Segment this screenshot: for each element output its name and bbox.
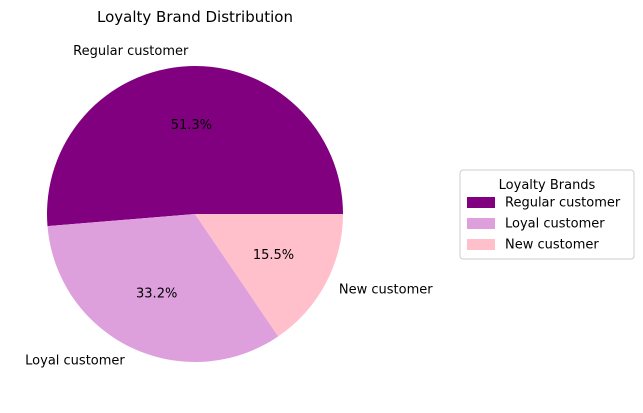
chart-title: Loyalty Brand Distribution — [97, 8, 293, 26]
legend-label-loyal-customer: Loyal customer — [505, 217, 605, 232]
slice-label-loyal-customer: Loyal customer — [25, 353, 125, 368]
pie-slice-loyal-customer — [47, 214, 279, 363]
pie-labels: Regular customer 51.3% Loyal customer 33.2%… — [25, 44, 433, 369]
pie-slices — [47, 66, 344, 363]
legend-items: Regular customer Loyal customer New custom… — [467, 196, 621, 253]
slice-label-new-customer: New customer — [339, 283, 433, 298]
pie-slice-regular-customer — [47, 66, 344, 227]
slice-percent-new-customer: 15.5% — [253, 248, 294, 263]
slice-percent-regular-customer: 51.3% — [171, 118, 212, 133]
legend: Loyalty Brands Regular customer Loyal cus… — [459, 169, 635, 260]
legend-swatch-regular-customer — [467, 197, 495, 208]
legend-label-regular-customer: Regular customer — [505, 196, 621, 211]
legend-title: Loyalty Brands — [499, 178, 596, 193]
slice-label-regular-customer: Regular customer — [73, 44, 189, 59]
slice-percent-loyal-customer: 33.2% — [136, 287, 177, 302]
legend-swatch-new-customer — [467, 239, 495, 250]
legend-swatch-loyal-customer — [467, 218, 495, 229]
legend-label-new-customer: New customer — [505, 238, 599, 253]
legend-frame — [459, 169, 635, 260]
pie-slice-new-customer — [195, 214, 343, 337]
